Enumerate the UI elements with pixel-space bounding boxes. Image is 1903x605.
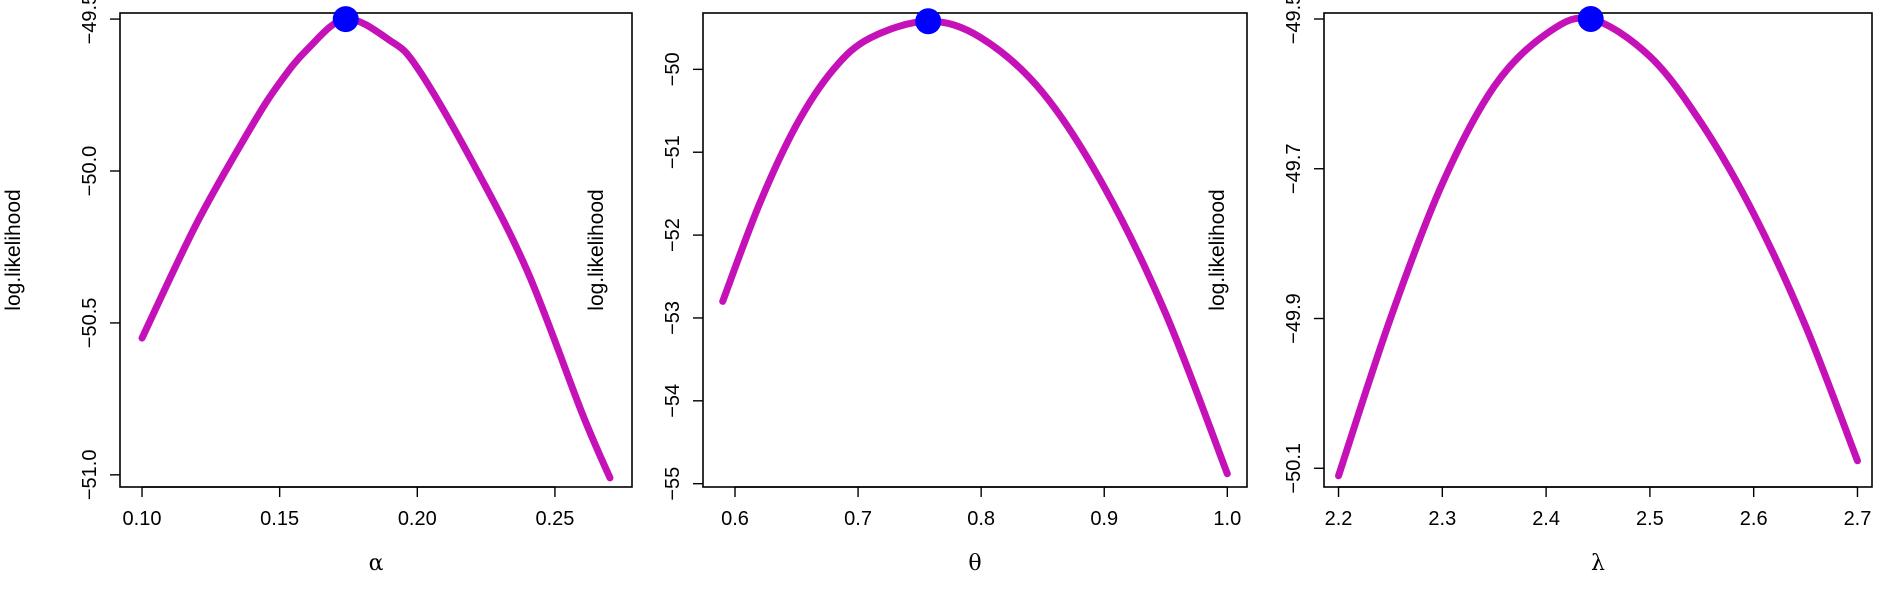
plot-panel-3: 2.2 2.3 2.4 2.5 2.6 2.7 −49.5 −49.7 −49.9 −50.1 λ l…: [1206, 0, 1873, 576]
maximum-point-marker: [332, 6, 359, 33]
y-tick-label: −50.5: [79, 298, 101, 349]
x-tick-label: 0.20: [398, 508, 437, 530]
x-tick-label: 0.8: [967, 508, 995, 530]
x-tick-label: 0.25: [535, 508, 574, 530]
y-axis-label: log.likelihood: [585, 189, 608, 310]
y-tick-label: −50.0: [79, 146, 101, 197]
x-tick-label: 0.15: [260, 508, 299, 530]
x-axis-label: λ: [1591, 551, 1605, 576]
x-tick-label: 2.3: [1428, 508, 1456, 530]
y-axis-label: log.likelihood: [1206, 189, 1229, 310]
x-tick-label: 0.10: [123, 508, 162, 530]
y-tick-label: −50.1: [1283, 443, 1305, 494]
y-tick-label: −55: [662, 467, 684, 501]
likelihood-curve: [138, 15, 614, 482]
x-axis-label: θ: [968, 551, 981, 576]
likelihood-curve: [719, 17, 1231, 478]
y-tick-label: −51.0: [79, 450, 101, 501]
maximum-point-marker: [1577, 5, 1604, 32]
likelihood-curve: [1335, 14, 1861, 480]
x-tick-label: 0.6: [721, 508, 749, 530]
x-tick-label: 0.9: [1090, 508, 1118, 530]
x-tick-label: 2.7: [1844, 508, 1872, 530]
y-tick-label: −51: [662, 135, 684, 169]
x-tick-label: 2.2: [1325, 508, 1353, 530]
y-tick-label: −49.9: [1283, 293, 1305, 344]
y-tick-label: −53: [662, 301, 684, 335]
y-tick-label: −52: [662, 218, 684, 252]
x-tick-label: 2.5: [1636, 508, 1664, 530]
maximum-point-marker: [915, 8, 942, 35]
x-tick-label: 1.0: [1213, 508, 1241, 530]
y-tick-label: −50: [662, 52, 684, 86]
x-tick-label: 2.6: [1740, 508, 1768, 530]
y-tick-label: −54: [662, 384, 684, 418]
plot-frame: [1323, 12, 1873, 488]
x-axis-label: α: [369, 551, 384, 576]
y-tick-label: −49.7: [1283, 143, 1305, 194]
y-tick-label: −49.5: [79, 0, 101, 44]
y-axis-label: log.likelihood: [2, 189, 25, 310]
plot-frame: [119, 12, 633, 488]
plot-panel-1: 0.10 0.15 0.20 0.25 −49.5 −50.0 −50.5 −51.0 α log…: [2, 0, 633, 576]
y-tick-label: −49.5: [1283, 0, 1305, 44]
plot-panel-2: 0.6 0.7 0.8 0.9 1.0 −50 −51 −52 −53 −54 −55 θ log.li…: [585, 8, 1248, 576]
x-tick-label: 0.7: [844, 508, 872, 530]
x-tick-label: 2.4: [1532, 508, 1560, 530]
plot-frame: [702, 12, 1248, 488]
